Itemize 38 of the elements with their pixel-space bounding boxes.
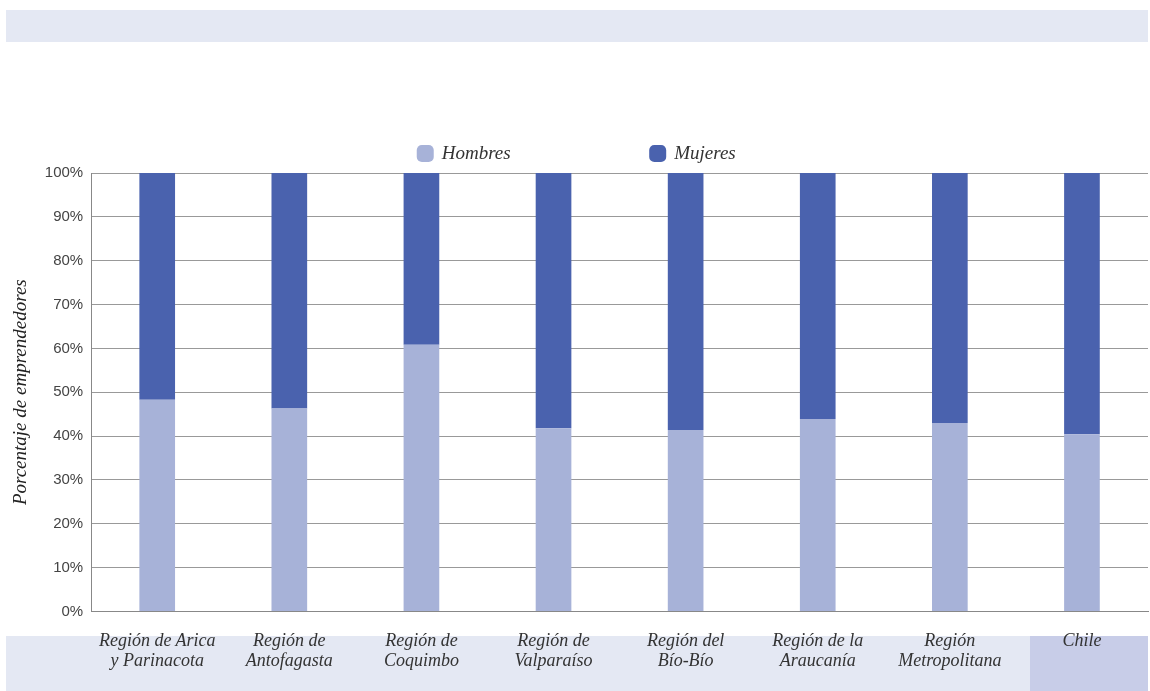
y-tick-label: 70% (53, 294, 84, 312)
x-tick-label: Región de Valparaíso (514, 630, 593, 670)
bar (535, 428, 572, 611)
bar (1064, 173, 1100, 435)
x-tick-label: Región de Arica y Parinacota (97, 630, 216, 670)
y-tick-label: 10% (53, 557, 84, 575)
bar (799, 418, 836, 611)
y-tick-label: 60% (53, 338, 84, 356)
bar (139, 173, 176, 400)
legend-label: Hombres (440, 141, 511, 163)
x-tick-label: Región de Coquimbo (383, 630, 459, 670)
legend-label: Mujeres (673, 141, 736, 163)
y-tick-label: 40% (53, 426, 84, 444)
bar (139, 399, 176, 611)
x-tick-label: Chile (1062, 630, 1102, 651)
bar (271, 408, 308, 611)
y-tick-label: 20% (53, 513, 84, 531)
y-tick-label: 100% (44, 163, 84, 181)
y-tick-label: 0% (61, 601, 84, 619)
bar (535, 173, 572, 429)
x-tick-label: Región de la Araucanía (771, 630, 864, 670)
x-tick-label: Región de Antofagasta (244, 630, 333, 670)
bar (799, 173, 836, 419)
bar (1064, 434, 1100, 611)
bar (667, 173, 704, 430)
y-tick-label: 80% (53, 250, 84, 268)
bar (932, 173, 968, 423)
bar (403, 173, 440, 345)
y-tick-label: 90% (53, 206, 84, 224)
bar (932, 422, 968, 611)
y-tick-label: 30% (53, 470, 84, 488)
bar (271, 173, 308, 409)
x-tick-label: Región del Bío-Bío (645, 630, 725, 670)
y-tick-label: 50% (53, 382, 84, 400)
y-axis-title: Porcentaje de emprendedores (9, 279, 31, 507)
x-tick-label: Región Metropolitana (897, 630, 1002, 670)
bar (667, 429, 704, 611)
bar (403, 344, 440, 611)
